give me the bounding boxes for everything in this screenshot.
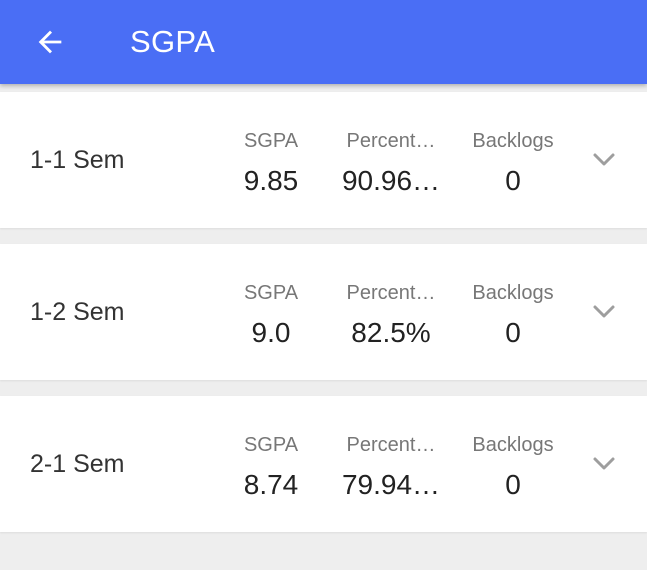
- percentage-value: 90.96…: [341, 165, 441, 196]
- backlogs-column: Backlogs 0: [458, 130, 568, 197]
- chevron-down-icon[interactable]: [588, 150, 620, 170]
- sgpa-value: 9.85: [243, 165, 299, 196]
- chevron-down-icon[interactable]: [588, 454, 620, 474]
- sgpa-header: SGPA: [243, 130, 299, 152]
- semester-label: 2-1 Sem: [30, 449, 125, 478]
- backlogs-header: Backlogs: [472, 282, 554, 304]
- semester-list: 1-1 Sem SGPA 9.85 Percent… 90.96… Backlo…: [0, 84, 647, 532]
- backlogs-column: Backlogs 0: [458, 282, 568, 349]
- backlogs-value: 0: [505, 165, 521, 196]
- percentage-value: 79.94…: [341, 469, 441, 500]
- semester-label: 1-2 Sem: [30, 297, 125, 326]
- sgpa-header: SGPA: [243, 282, 299, 304]
- sgpa-value: 9.0: [251, 317, 291, 348]
- back-button[interactable]: [30, 22, 70, 62]
- sgpa-header: SGPA: [243, 434, 299, 456]
- percentage-header: Percent…: [346, 434, 436, 456]
- sgpa-column: SGPA 9.85: [216, 130, 326, 197]
- arrow-left-icon: [38, 30, 62, 54]
- semester-card[interactable]: 1-1 Sem SGPA 9.85 Percent… 90.96… Backlo…: [0, 92, 647, 228]
- chevron-down-icon[interactable]: [588, 302, 620, 322]
- backlogs-value: 0: [505, 317, 521, 348]
- percentage-value: 82.5%: [351, 317, 431, 348]
- sgpa-value: 8.74: [243, 469, 299, 500]
- percentage-header: Percent…: [346, 130, 436, 152]
- percentage-header: Percent…: [346, 282, 436, 304]
- semester-card[interactable]: 2-1 Sem SGPA 8.74 Percent… 79.94… Backlo…: [0, 396, 647, 532]
- sgpa-column: SGPA 9.0: [216, 282, 326, 349]
- backlogs-value: 0: [505, 469, 521, 500]
- page-title: SGPA: [130, 24, 216, 59]
- percentage-column: Percent… 79.94…: [336, 434, 446, 501]
- backlogs-header: Backlogs: [472, 434, 554, 456]
- semester-label: 1-1 Sem: [30, 145, 125, 174]
- sgpa-column: SGPA 8.74: [216, 434, 326, 501]
- backlogs-column: Backlogs 0: [458, 434, 568, 501]
- app-bar: SGPA: [0, 0, 647, 84]
- percentage-column: Percent… 90.96…: [336, 130, 446, 197]
- backlogs-header: Backlogs: [472, 130, 554, 152]
- percentage-column: Percent… 82.5%: [336, 282, 446, 349]
- semester-card[interactable]: 1-2 Sem SGPA 9.0 Percent… 82.5% Backlogs…: [0, 244, 647, 380]
